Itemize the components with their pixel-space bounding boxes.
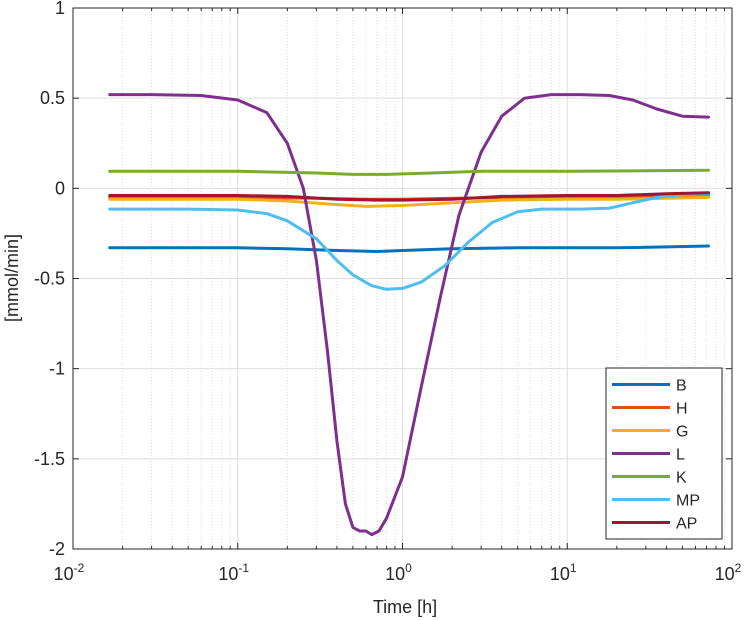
axis-ticks: 1 0.5 0 -0.5 -1 -1.5 -210-2 10-1 100 101 102	[34, 0, 742, 584]
legend-label-b: B	[676, 378, 687, 395]
legend-label-ap: AP	[676, 516, 697, 533]
x-axis-label: Time [h]	[373, 597, 437, 617]
legend-label-mp: MP	[676, 493, 700, 510]
y-tick-label: 0.5	[40, 88, 65, 108]
y-tick-label: 1	[55, 0, 65, 18]
legend-label-l: L	[676, 447, 685, 464]
legend-label-h: H	[676, 401, 688, 418]
y-tick-label: 0	[55, 178, 65, 198]
y-tick-label: -1.5	[34, 449, 65, 469]
series-line-k	[108, 168, 710, 176]
series-line-mp	[108, 192, 710, 291]
legend-label-g: G	[676, 424, 688, 441]
x-tick-label: 102	[715, 561, 742, 584]
y-axis-label: [mmol/min]	[2, 234, 22, 322]
series-line-l	[108, 93, 710, 537]
series-line-b	[108, 244, 710, 253]
y-tick-label: -2	[49, 539, 65, 559]
y-tick-label: -1	[49, 359, 65, 379]
y-tick-label: -0.5	[34, 269, 65, 289]
series-line-ap	[108, 191, 710, 202]
legend-label-k: K	[676, 470, 687, 487]
series-lines	[108, 93, 710, 537]
x-tick-label: 100	[385, 561, 412, 584]
x-tick-label: 10-2	[54, 561, 85, 584]
series-line-g	[108, 195, 710, 208]
x-tick-label: 10-1	[218, 561, 249, 584]
x-tick-label: 101	[550, 561, 577, 584]
